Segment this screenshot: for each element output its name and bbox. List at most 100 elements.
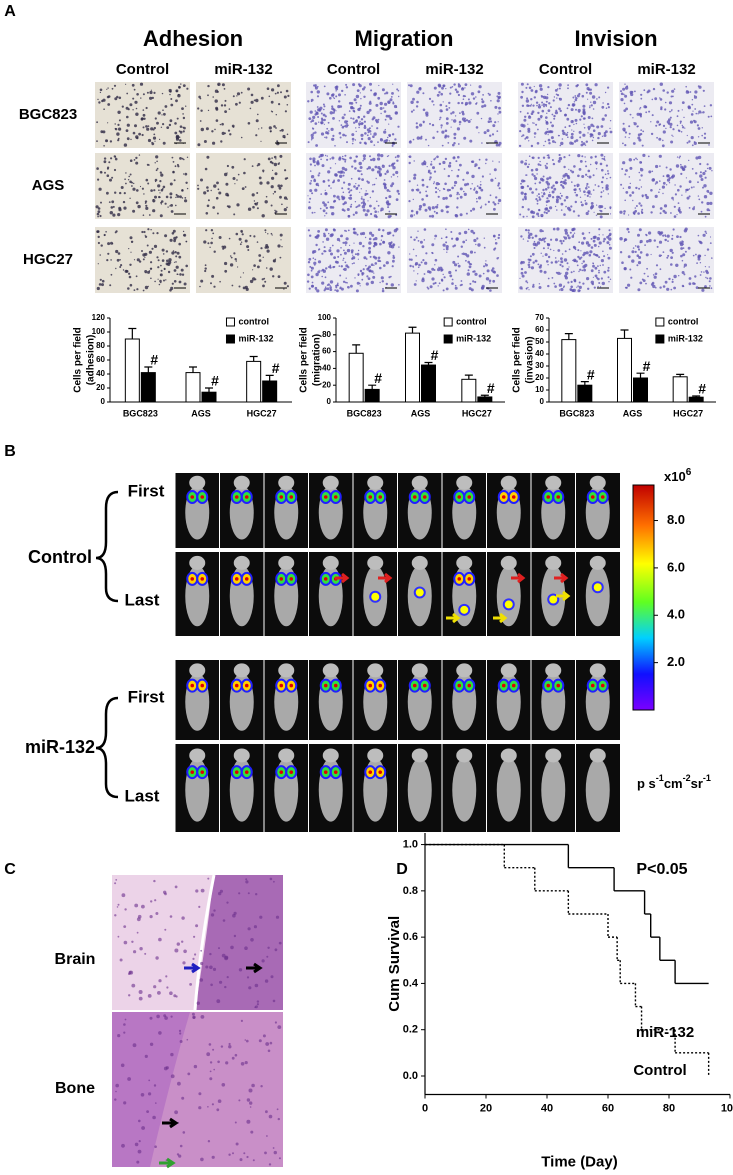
cell (594, 184, 597, 186)
cell (221, 83, 225, 87)
cell (459, 163, 462, 167)
cell (688, 188, 691, 190)
cell (177, 93, 180, 96)
cell (495, 239, 497, 241)
cell (559, 263, 562, 266)
cell (338, 157, 342, 161)
cell (135, 275, 138, 278)
nucleus (117, 935, 120, 938)
cell (490, 269, 494, 272)
cell (136, 136, 139, 140)
series-label: miR-132 (636, 1024, 694, 1041)
cell (602, 250, 604, 253)
cell (154, 280, 156, 283)
cell (575, 260, 578, 263)
cell (338, 131, 342, 135)
error-bar (249, 355, 258, 362)
cell (210, 241, 213, 245)
cell (642, 153, 646, 157)
cell (170, 103, 174, 107)
cell (327, 266, 330, 268)
cell (270, 232, 273, 235)
cell (386, 170, 389, 174)
cell (472, 280, 475, 283)
cell (549, 191, 551, 193)
cell (600, 277, 604, 280)
cell (381, 280, 384, 283)
cell (682, 247, 685, 250)
cell (379, 107, 383, 110)
nucleus (158, 1031, 162, 1035)
cell (317, 159, 319, 162)
cell (543, 192, 545, 194)
cell (471, 174, 475, 179)
cell (671, 110, 673, 112)
cell (255, 98, 259, 103)
cell (586, 194, 589, 197)
cell (650, 121, 652, 123)
cell (212, 96, 214, 98)
cell (671, 234, 674, 237)
cell (521, 135, 523, 138)
cell (232, 177, 236, 180)
cell (125, 83, 127, 85)
cell (359, 92, 361, 94)
cell (349, 205, 352, 208)
cell (627, 186, 631, 189)
cell (558, 289, 561, 291)
cell (559, 197, 562, 200)
mouse-head (233, 475, 250, 490)
cell (223, 104, 227, 107)
cell (600, 125, 604, 128)
cell (218, 191, 222, 195)
cell (174, 122, 177, 125)
cell (593, 286, 596, 289)
mouse-head (589, 663, 606, 678)
x-tick-label: HGC27 (462, 408, 492, 418)
cell (243, 171, 246, 175)
cell (599, 162, 603, 166)
mouse-head (233, 663, 250, 678)
cell (624, 131, 628, 134)
cell (581, 232, 585, 235)
nucleus (148, 1079, 151, 1082)
cell (170, 204, 174, 207)
cell (558, 83, 562, 87)
cell (681, 271, 685, 274)
nucleus (132, 1043, 137, 1048)
cell (585, 173, 588, 176)
cell (434, 186, 438, 190)
cell (410, 214, 414, 218)
cell (481, 142, 483, 144)
cell (527, 236, 531, 239)
cell (564, 276, 569, 280)
nucleus (246, 1039, 249, 1043)
nucleus (245, 878, 248, 881)
cell (413, 160, 415, 162)
cell (231, 284, 234, 287)
arrow (159, 1157, 176, 1169)
cell (326, 132, 330, 135)
cell (570, 132, 574, 136)
cell (441, 86, 444, 90)
cell (315, 272, 319, 277)
cell (545, 130, 548, 134)
cell (609, 120, 612, 122)
error-bar (189, 366, 197, 373)
cell (546, 162, 548, 165)
cell (645, 111, 648, 114)
cell (643, 89, 646, 92)
cell (349, 156, 352, 160)
cell (445, 228, 447, 230)
cell (590, 269, 594, 273)
cell (655, 124, 658, 127)
cell (214, 128, 216, 131)
cell (327, 201, 330, 204)
cell (210, 229, 214, 232)
cell (328, 184, 331, 187)
cell (628, 214, 630, 216)
cell (570, 205, 573, 208)
cell (535, 168, 539, 172)
cell (563, 199, 567, 202)
cell (690, 136, 694, 140)
